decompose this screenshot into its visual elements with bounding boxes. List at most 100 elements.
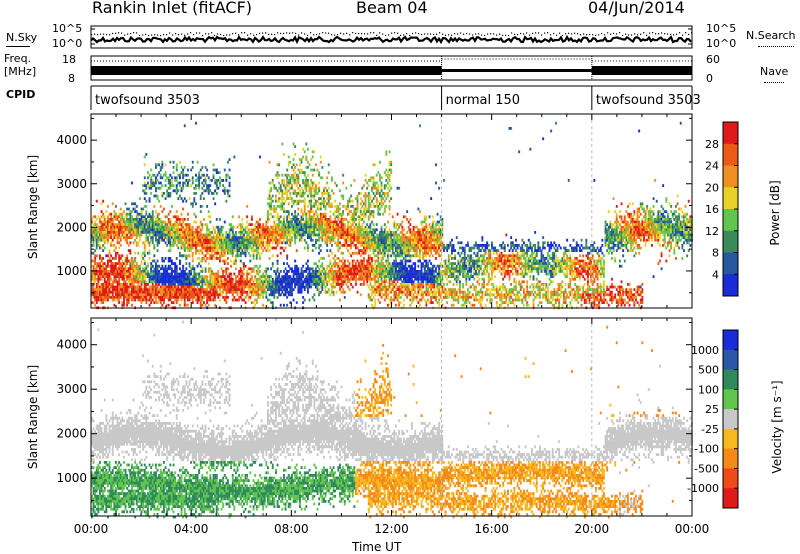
heatmap-cell (201, 233, 204, 237)
heatmap-cell (278, 238, 281, 242)
heatmap-cell (327, 186, 330, 190)
heatmap-cell (343, 238, 346, 242)
heatmap-cell (118, 283, 121, 286)
heatmap-cell (311, 210, 314, 213)
heatmap-cell (350, 272, 353, 276)
nsearch-dot (364, 33, 366, 35)
heatmap-cell (193, 290, 196, 294)
heatmap-cell (291, 280, 293, 284)
heatmap-cell (363, 283, 365, 286)
heatmap-cell (273, 293, 276, 297)
heatmap-cell (105, 288, 108, 291)
nsearch-dot (484, 34, 486, 37)
heatmap-cell (289, 244, 292, 247)
heatmap-cell (305, 241, 308, 245)
heatmap-cell (135, 277, 138, 281)
heatmap-cell (209, 290, 212, 294)
heatmap-cell (140, 215, 143, 219)
heatmap-cell (198, 293, 201, 297)
nsky-strip-frame (90, 25, 693, 49)
nsearch-dot (136, 32, 138, 34)
heatmap-cell (303, 238, 306, 242)
heatmap-cell (236, 288, 239, 291)
heatmap-cell (348, 288, 351, 291)
heatmap-cell (276, 225, 279, 229)
heatmap-cell (239, 270, 242, 273)
heatmap-cell (227, 290, 229, 294)
heatmap-cell (113, 298, 116, 302)
heatmap-cell (187, 244, 189, 247)
heatmap-cell (159, 225, 162, 229)
heatmap-cell (335, 225, 338, 229)
heatmap-cell (215, 184, 218, 187)
heatmap-cell (353, 251, 356, 255)
heatmap-cell (347, 231, 349, 234)
heatmap-cell (279, 293, 282, 297)
heatmap-cell (159, 181, 162, 185)
heatmap-cell (363, 262, 365, 265)
heatmap-cell (279, 186, 282, 190)
heatmap-cell (318, 293, 321, 297)
heatmap-cell (207, 238, 210, 242)
heatmap-cell (143, 215, 146, 219)
heatmap-cell (302, 179, 305, 182)
heatmap-cell (177, 181, 180, 185)
heatmap-cell (318, 251, 321, 255)
heatmap-cell (239, 277, 242, 281)
heatmap-cell (271, 228, 274, 232)
heatmap-cell (276, 288, 279, 291)
nsearch-dot (142, 34, 144, 36)
heatmap-cell (310, 215, 313, 219)
heatmap-cell (164, 272, 167, 276)
nsearch-dot (325, 32, 327, 34)
heatmap-cell (121, 220, 124, 224)
heatmap-cell (279, 231, 282, 234)
heatmap-cell (297, 267, 300, 271)
heatmap-cell (110, 241, 113, 245)
heatmap-cell (300, 277, 303, 281)
heatmap-cell (318, 173, 321, 177)
heatmap-cell (275, 173, 277, 177)
heatmap-cell (111, 218, 114, 221)
freq-band (591, 66, 692, 75)
heatmap-cell (107, 264, 109, 268)
heatmap-cell (276, 223, 279, 226)
heatmap-cell (236, 238, 239, 242)
heatmap-cell (215, 280, 218, 284)
heatmap-cell (131, 264, 133, 268)
heatmap-cell (118, 236, 121, 239)
nsearch-dot (538, 32, 540, 34)
heatmap-cell (356, 197, 359, 200)
heatmap-cell (137, 228, 140, 232)
heatmap-cell (289, 267, 292, 271)
heatmap-cell (206, 241, 209, 245)
heatmap-cell (166, 272, 169, 276)
heatmap-cell (129, 251, 132, 255)
heatmap-cell (126, 223, 129, 226)
heatmap-cell (316, 168, 319, 172)
nsearch-dot (568, 32, 570, 34)
heatmap-cell (121, 277, 124, 281)
heatmap-cell (222, 251, 225, 255)
heatmap-cell (364, 277, 367, 281)
heatmap-cell (363, 215, 365, 219)
heatmap-cell (289, 176, 292, 180)
heatmap-cell (316, 283, 319, 286)
heatmap-cell (323, 220, 325, 224)
heatmap-cell (115, 257, 117, 260)
heatmap-cell (361, 228, 364, 232)
heatmap-cell (359, 215, 362, 219)
heatmap-cell (195, 173, 197, 177)
heatmap-cell (310, 202, 313, 206)
heatmap-cell (375, 186, 378, 190)
heatmap-cell (153, 275, 156, 278)
heatmap-cell (123, 220, 125, 224)
heatmap-cell (209, 238, 212, 242)
heatmap-cell (118, 220, 121, 224)
nsearch-dot (346, 32, 348, 34)
heatmap-cell (329, 259, 332, 263)
heatmap-cell (307, 166, 309, 169)
heatmap-cell (289, 223, 292, 226)
heatmap-cell (124, 290, 127, 294)
heatmap-cell (171, 231, 173, 234)
